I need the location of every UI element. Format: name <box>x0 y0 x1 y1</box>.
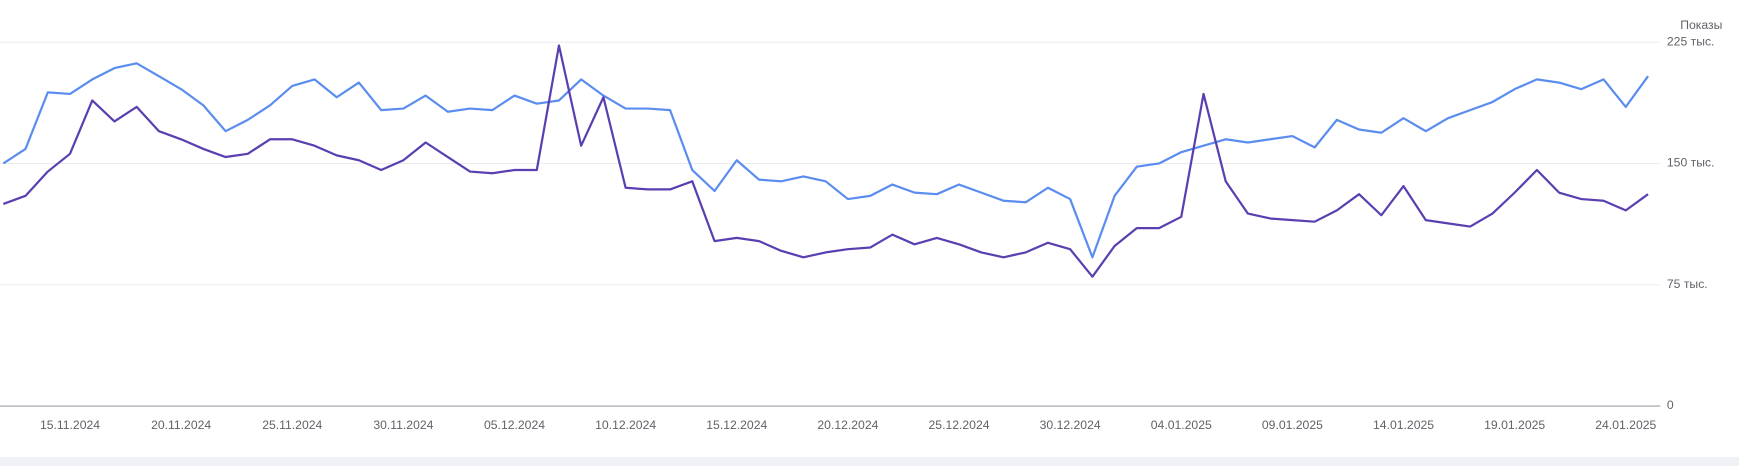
series-line <box>2 62 1649 259</box>
x-tick-label: 30.11.2024 <box>373 418 433 432</box>
x-tick-label: 15.11.2024 <box>40 418 100 432</box>
y-tick-label: 150 тыс. <box>1667 156 1715 170</box>
x-tick-label: 10.12.2024 <box>595 418 656 432</box>
x-tick-label: 05.12.2024 <box>484 418 545 432</box>
x-tick-label: 20.11.2024 <box>151 418 211 432</box>
y-tick-label: 225 тыс. <box>1667 34 1715 48</box>
x-tick-label: 14.01.2025 <box>1373 418 1434 432</box>
x-tick-label: 25.11.2024 <box>262 418 322 432</box>
x-tick-label: 04.01.2025 <box>1151 418 1212 432</box>
y-tick-label: 75 тыс. <box>1667 277 1708 291</box>
axis-title: Показы <box>1680 18 1722 32</box>
series-line <box>2 44 1649 278</box>
bottom-strip <box>0 457 1739 466</box>
y-tick-label: 0 <box>1667 398 1674 412</box>
x-tick-label: 09.01.2025 <box>1262 418 1323 432</box>
x-tick-label: 15.12.2024 <box>706 418 767 432</box>
x-tick-label: 25.12.2024 <box>929 418 990 432</box>
x-tick-label: 20.12.2024 <box>817 418 878 432</box>
x-tick-label: 30.12.2024 <box>1040 418 1101 432</box>
x-tick-label: 19.01.2025 <box>1484 418 1545 432</box>
x-tick-label: 24.01.2025 <box>1595 418 1656 432</box>
